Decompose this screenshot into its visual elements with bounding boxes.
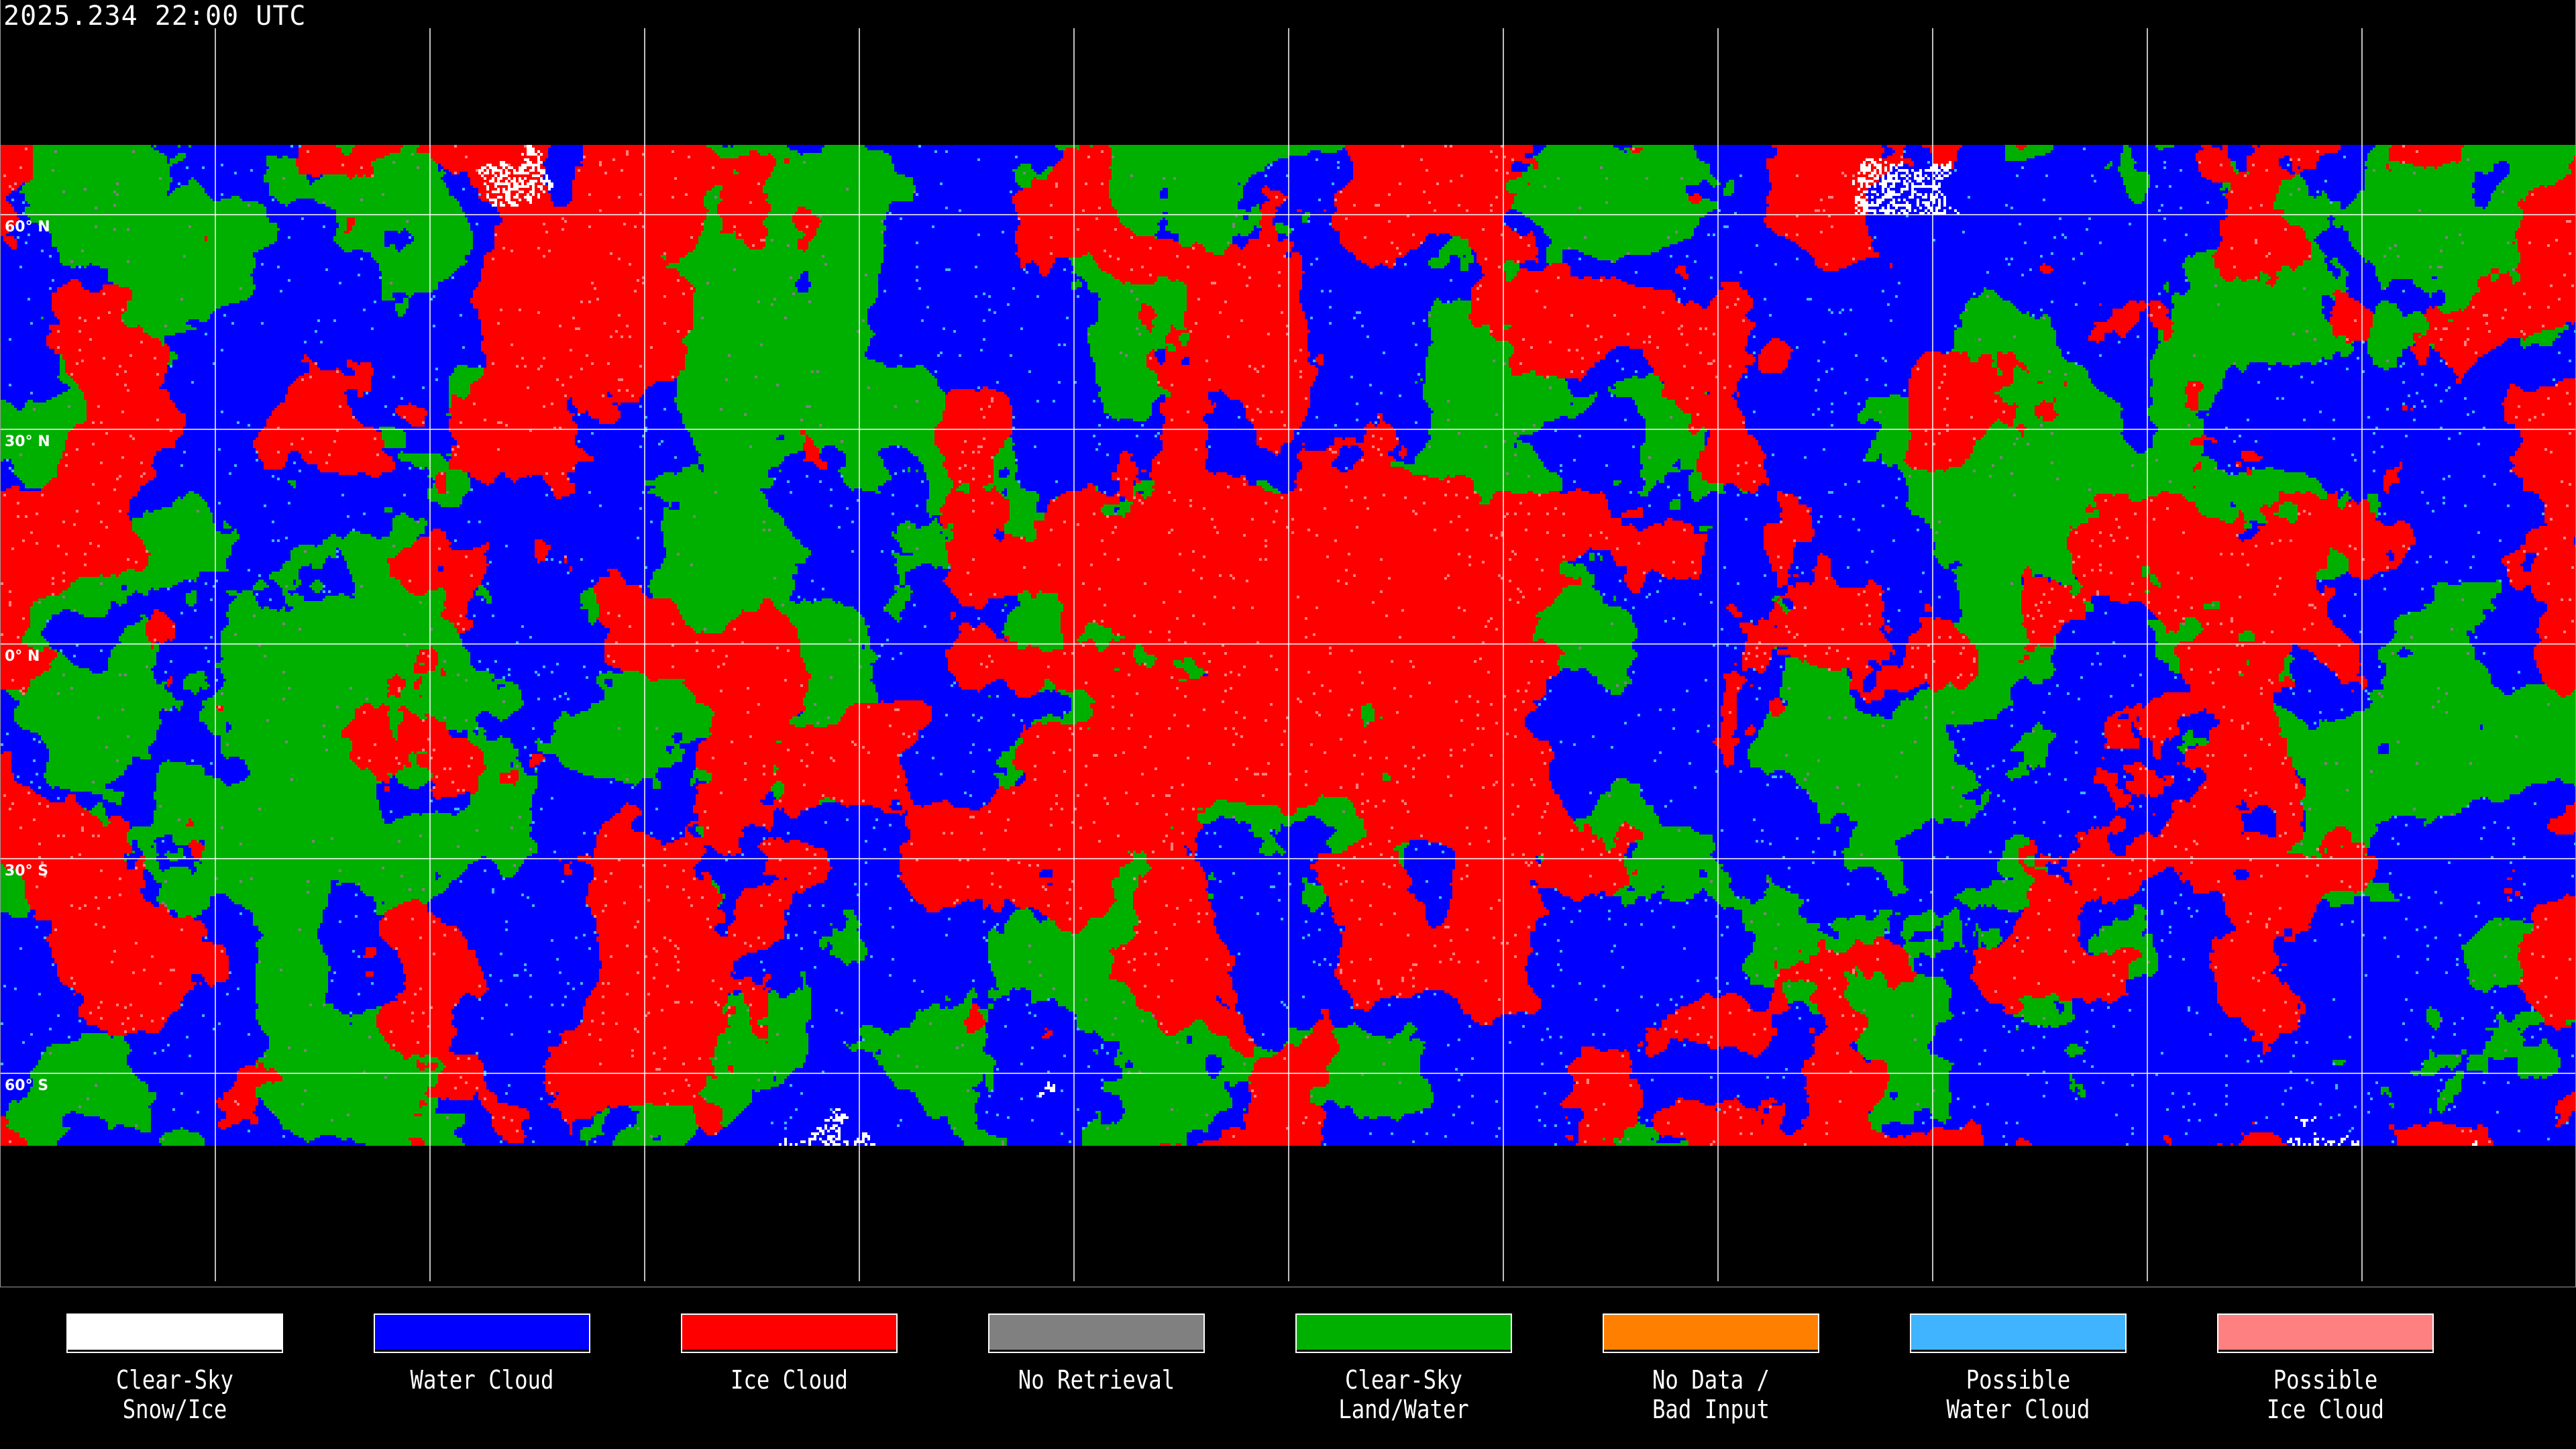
legend-swatch: [988, 1313, 1205, 1353]
legend-item: Possible Ice Cloud: [2217, 1313, 2434, 1424]
legend-item: Possible Water Cloud: [1910, 1313, 2127, 1424]
lat-label: 60° S: [5, 1077, 49, 1094]
lat-label: 0° N: [5, 648, 40, 665]
cloud-phase-map: 2025.234 22:00 UTC 60° N 30° N 0° N 30° S 60…: [0, 0, 2576, 1287]
legend-label: Ice Cloud: [730, 1365, 849, 1395]
legend-label: Clear-Sky Snow/Ice: [115, 1365, 234, 1424]
lat-label: 30° N: [5, 433, 50, 450]
legend-item: No Retrieval: [988, 1313, 1205, 1395]
legend-swatch: [1603, 1313, 1819, 1353]
legend: Clear-Sky Snow/Ice Water Cloud Ice Cloud No…: [0, 1288, 2576, 1449]
legend-label: Clear-Sky Land/Water: [1338, 1365, 1469, 1424]
legend-item: Water Cloud: [374, 1313, 590, 1395]
legend-swatch: [374, 1313, 590, 1353]
legend-label: Possible Water Cloud: [1946, 1365, 2090, 1424]
lat-label: 60° N: [5, 219, 50, 235]
legend-item: Ice Cloud: [681, 1313, 898, 1395]
legend-swatch: [2217, 1313, 2434, 1353]
legend-label: Water Cloud: [410, 1365, 554, 1395]
legend-label: Possible Ice Cloud: [2266, 1365, 2385, 1424]
graticule: [1, 28, 2575, 1281]
legend-swatch: [66, 1313, 283, 1353]
legend-label: No Data / Bad Input: [1652, 1365, 1770, 1424]
legend-item: No Data / Bad Input: [1603, 1313, 1819, 1424]
lat-label: 30° S: [5, 863, 49, 879]
legend-item: Clear-Sky Snow/Ice: [66, 1313, 283, 1424]
legend-swatch: [681, 1313, 898, 1353]
timestamp: 2025.234 22:00 UTC: [3, 1, 307, 32]
legend-swatch: [1910, 1313, 2127, 1353]
legend-item: Clear-Sky Land/Water: [1295, 1313, 1512, 1424]
legend-swatch: [1295, 1313, 1512, 1353]
legend-label: No Retrieval: [1018, 1365, 1175, 1395]
